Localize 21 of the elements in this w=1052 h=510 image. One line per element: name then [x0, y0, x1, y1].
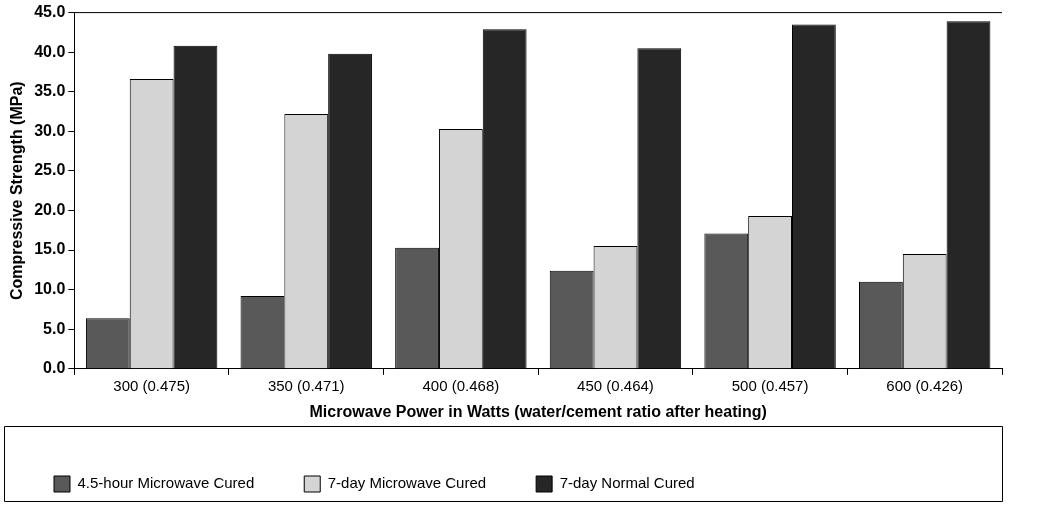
y-tick-label: 10.0: [34, 280, 66, 298]
y-tick-label: 20.0: [34, 200, 66, 218]
legend-label: 4.5-hour Microwave Cured: [77, 474, 255, 492]
y-tick-label: 35.0: [34, 82, 66, 100]
y-axis-title: Compressive Strength (MPa): [8, 81, 26, 301]
x-tick-label: 300 (0.475): [113, 376, 191, 394]
y-tick-label: 5.0: [43, 319, 66, 337]
y-tick-label: 30.0: [34, 121, 66, 139]
x-tick-label: 500 (0.457): [731, 376, 809, 394]
legend-label: 7-day Normal Cured: [559, 474, 695, 492]
x-tick-label: 350 (0.471): [267, 376, 345, 394]
x-tick-label: 400 (0.468): [422, 376, 500, 394]
y-tick-label: 40.0: [34, 42, 66, 60]
y-tick-label: 45.0: [34, 3, 66, 21]
x-tick-label: 450 (0.464): [577, 376, 654, 394]
x-tick-label: 600 (0.426): [886, 376, 964, 394]
legend-label: 7-day Microwave Cured: [327, 474, 487, 492]
x-axis-title: Microwave Power in Watts (water/cement ratio after heating): [309, 402, 767, 420]
y-tick-label: 25.0: [34, 161, 66, 179]
y-tick-label: 0.0: [43, 359, 66, 377]
y-tick-label: 15.0: [34, 240, 66, 258]
